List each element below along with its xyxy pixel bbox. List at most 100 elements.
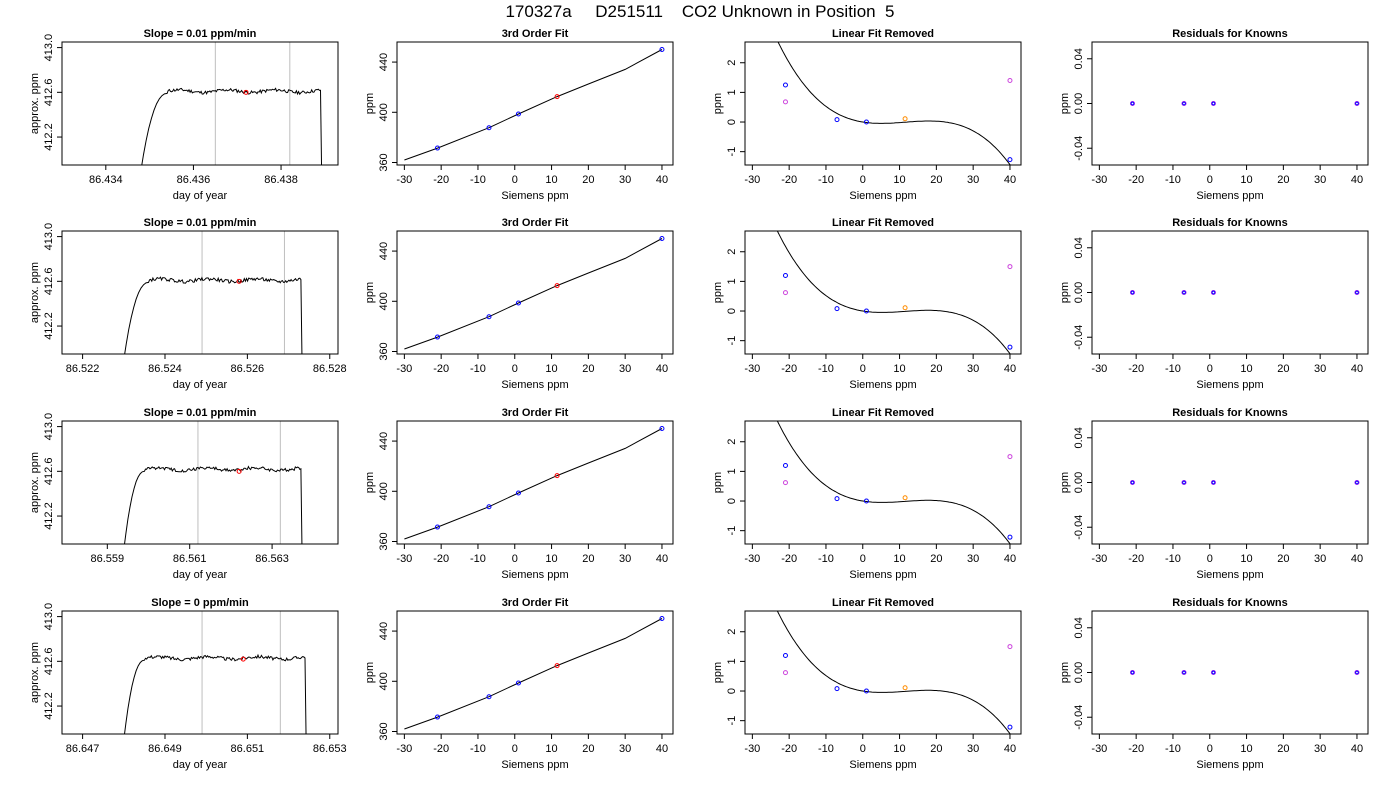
x-tick-label: -30 — [744, 363, 760, 375]
x-tick-label: 86.651 — [231, 743, 265, 755]
x-tick-label: 0 — [512, 363, 518, 375]
residual-point-outer — [1354, 101, 1360, 106]
residual-point-outer — [1181, 480, 1187, 485]
x-tick-label: -30 — [744, 743, 760, 755]
panel-4-1: Slope = 0 ppm/min 86.647 86.649 86.651 86.65… — [29, 597, 347, 771]
x-tick-label: -20 — [433, 363, 449, 375]
y-tick-label: 360 — [378, 532, 390, 550]
x-tick-label: 30 — [967, 743, 979, 755]
y-axis-label: approx. ppm — [29, 262, 41, 323]
x-tick-label: -20 — [1128, 743, 1144, 755]
residual-point — [1211, 480, 1216, 485]
y-axis-label: ppm — [364, 93, 376, 114]
x-tick-label: 10 — [545, 174, 557, 186]
panel-title: Residuals for Knowns — [1172, 217, 1288, 229]
y-tick-label: 2 — [726, 60, 738, 66]
known-point — [863, 119, 869, 125]
panel-2-1: Slope = 0.01 ppm/min 86.522 86.524 86.526 86… — [29, 217, 347, 391]
y-tick-label: 0.00 — [1073, 472, 1085, 493]
x-tick-label: 40 — [656, 363, 668, 375]
x-tick-label: -20 — [781, 363, 797, 375]
panel-4-3: Linear Fit Removed-30 -20 -10 0 10 20 30 40-101… — [712, 597, 1022, 771]
known-point — [782, 82, 788, 88]
known-point — [782, 272, 788, 278]
y-tick-label: 440 — [378, 53, 390, 71]
x-tick-label: 0 — [1207, 174, 1213, 186]
x-tick-label: -30 — [396, 363, 412, 375]
y-tick-label: 440 — [378, 242, 390, 260]
panel-title: Slope = 0 ppm/min — [151, 597, 249, 609]
y-tick-label: -1 — [726, 526, 738, 536]
plot-area — [1129, 101, 1360, 106]
known-point — [659, 616, 665, 622]
y-tick-label: 360 — [378, 153, 390, 171]
known-point — [1007, 157, 1013, 163]
y-tick-label: 0 — [726, 119, 738, 125]
plot-area — [124, 421, 303, 544]
x-tick-label: 86.436 — [177, 174, 211, 186]
x-axis-label: Siemens ppm — [1196, 759, 1263, 771]
x-tick-label: 40 — [656, 743, 668, 755]
residual-point — [1130, 670, 1135, 675]
y-tick-label: 1 — [726, 89, 738, 95]
panel-4-2: 3rd Order Fit -30 -20 -10 0 10 20 30 40 360 400 440… — [364, 597, 674, 771]
x-tick-label: 20 — [582, 363, 594, 375]
linear-residual-point — [1007, 454, 1013, 460]
cubic-curve — [776, 611, 1011, 734]
panel-title: Slope = 0.01 ppm/min — [144, 217, 257, 229]
y-tick-label: 1 — [726, 278, 738, 284]
panel-2-3: Linear Fit Removed-30 -20 -10 0 10 20 30 40-101… — [712, 217, 1022, 391]
x-tick-label: 0 — [860, 743, 866, 755]
y-tick-label: 440 — [378, 622, 390, 640]
x-tick-label: 20 — [930, 553, 942, 565]
plot-area — [404, 47, 665, 161]
unknown-point — [902, 116, 908, 122]
x-tick-label: -10 — [1165, 553, 1181, 565]
x-tick-label: 40 — [1351, 743, 1363, 755]
x-tick-label: 30 — [967, 174, 979, 186]
concentration-trace — [124, 465, 303, 544]
panel-title: Linear Fit Removed — [832, 217, 934, 229]
y-tick-label: -1 — [726, 147, 738, 157]
y-tick-label: 0.00 — [1073, 93, 1085, 114]
known-point — [434, 334, 440, 340]
unknown-point — [902, 495, 908, 501]
x-tick-label: -20 — [433, 553, 449, 565]
x-tick-label: 20 — [582, 174, 594, 186]
residual-point — [1211, 670, 1216, 675]
x-tick-label: -20 — [433, 743, 449, 755]
residual-point-outer — [1181, 101, 1187, 106]
cubic-curve — [776, 231, 1011, 354]
plot-frame — [396, 420, 674, 545]
x-tick-label: 20 — [1277, 553, 1289, 565]
x-tick-label: 0 — [512, 743, 518, 755]
y-tick-label: 0.00 — [1073, 662, 1085, 683]
x-tick-label: 10 — [893, 174, 905, 186]
y-tick-label: 412.6 — [43, 648, 55, 676]
x-axis-label: day of year — [173, 759, 228, 771]
known-point — [659, 47, 665, 53]
y-tick-label: 413.0 — [43, 603, 55, 631]
y-tick-label: 412.2 — [43, 502, 55, 530]
known-point — [659, 236, 665, 242]
x-tick-label: 40 — [1351, 553, 1363, 565]
x-tick-label: 86.561 — [173, 553, 207, 565]
panel-title: 3rd Order Fit — [502, 217, 569, 229]
y-tick-label: -0.04 — [1073, 136, 1085, 161]
x-tick-label: -20 — [781, 553, 797, 565]
y-tick-label: -0.04 — [1073, 325, 1085, 350]
x-tick-label: 10 — [1240, 743, 1252, 755]
linear-residual-point — [1007, 644, 1013, 650]
x-tick-label: -10 — [470, 553, 486, 565]
plot-frame — [1091, 41, 1369, 166]
x-tick-label: 10 — [893, 743, 905, 755]
x-tick-label: 0 — [1207, 743, 1213, 755]
residual-point — [1211, 101, 1216, 106]
residual-point-outer — [1129, 290, 1135, 295]
concentration-trace — [141, 87, 323, 165]
residual-point — [1355, 480, 1359, 485]
known-point — [834, 306, 840, 312]
x-tick-label: 86.559 — [90, 553, 124, 565]
plot-frame — [396, 41, 674, 166]
y-tick-label: 413.0 — [43, 34, 55, 62]
